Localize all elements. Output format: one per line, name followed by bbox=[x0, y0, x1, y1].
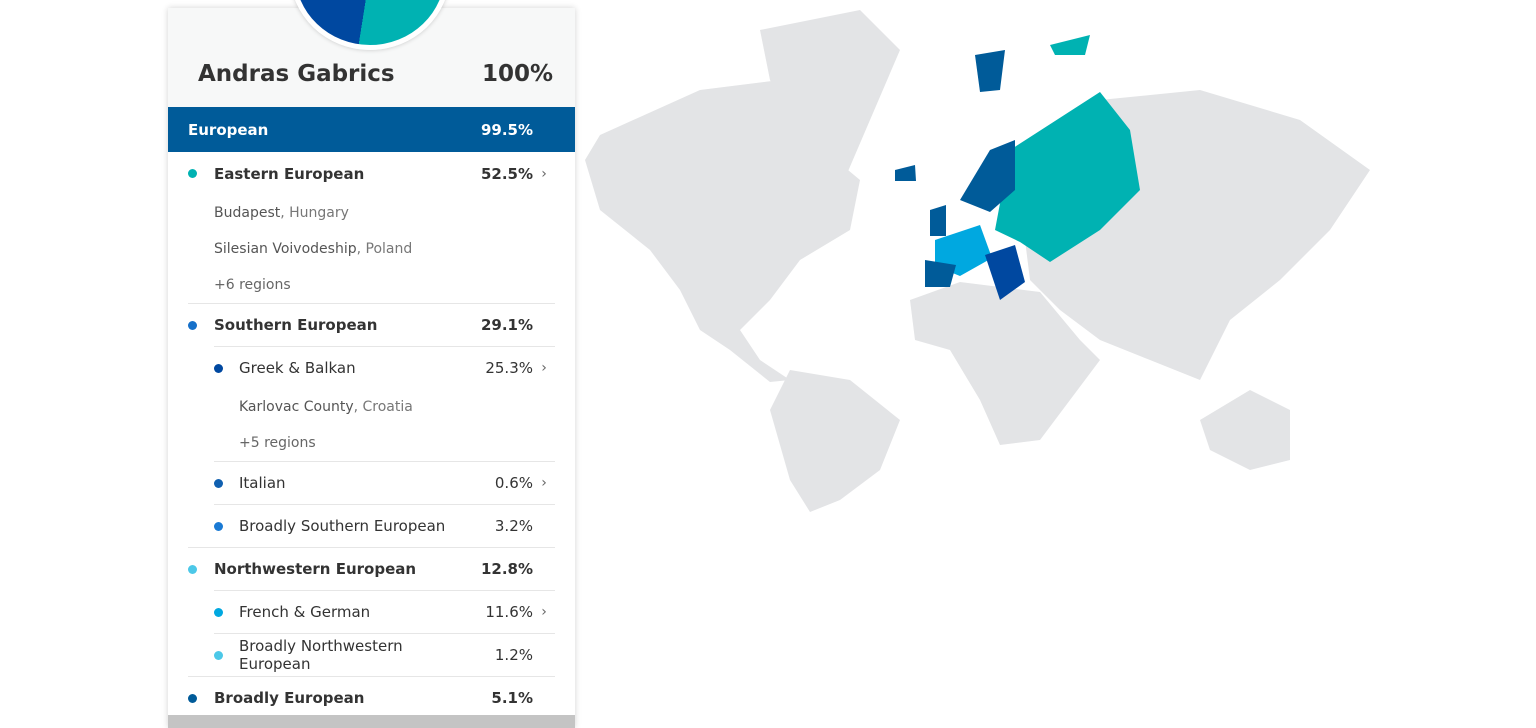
color-dot bbox=[188, 169, 197, 178]
color-dot bbox=[214, 521, 223, 531]
ethnicity-pct: 3.2% bbox=[494, 517, 533, 535]
color-dot bbox=[214, 363, 223, 373]
ethnicity-label: Southern European bbox=[214, 316, 378, 334]
ethnicity-row[interactable]: Eastern European 52.5% › bbox=[188, 152, 555, 195]
region-place: Karlovac County bbox=[239, 399, 354, 415]
ethnicity-row[interactable]: Greek & Balkan 25.3% › bbox=[214, 346, 555, 389]
ethnicity-pct: 5.1% bbox=[491, 689, 533, 707]
ethnicity-pct: 52.5% bbox=[480, 164, 533, 183]
ethnicity-pct: 25.3% bbox=[485, 359, 533, 377]
chevron-right-icon[interactable]: › bbox=[541, 604, 547, 620]
ethnicity-label: Broadly European bbox=[214, 689, 365, 707]
color-dot bbox=[188, 564, 197, 574]
ethnicity-label: Italian bbox=[239, 474, 286, 492]
ethnicity-row: Broadly Southern European 3.2% bbox=[214, 504, 555, 547]
color-dot bbox=[188, 693, 197, 703]
chevron-right-icon[interactable]: › bbox=[541, 165, 547, 182]
ethnicity-label: Broadly Southern European bbox=[239, 517, 446, 535]
map-south-america bbox=[770, 370, 900, 512]
region-country: , Croatia bbox=[353, 399, 413, 415]
map-franz-josef bbox=[1050, 35, 1090, 55]
color-dot bbox=[214, 607, 223, 617]
color-dot bbox=[214, 478, 223, 488]
map-central-europe bbox=[935, 225, 992, 276]
map-uk bbox=[930, 205, 946, 236]
ethnicity-row: Broadly European 5.1% bbox=[188, 676, 555, 719]
european-header[interactable]: European 99.5% bbox=[168, 107, 575, 152]
ethnicity-label: Eastern European bbox=[214, 164, 365, 183]
map-svalbard bbox=[975, 50, 1005, 92]
ethnicity-pct: 12.8% bbox=[480, 560, 533, 578]
ancestry-panel: Andras Gabrics 100% European 99.5% Easte… bbox=[168, 0, 575, 728]
ethnicity-row: Southern European 29.1% bbox=[188, 303, 555, 346]
ethnicity-label: French & German bbox=[239, 603, 371, 621]
more-regions-link[interactable]: +5 regions bbox=[239, 435, 316, 451]
ethnicity-pct: 29.1% bbox=[480, 316, 533, 334]
chevron-right-icon[interactable]: › bbox=[541, 360, 547, 376]
profile-total: 100% bbox=[481, 61, 553, 87]
map-russia bbox=[995, 92, 1140, 262]
ethnicity-pct: 0.6% bbox=[494, 474, 533, 492]
profile-header: Andras Gabrics 100% bbox=[168, 8, 575, 107]
profile-name: Andras Gabrics bbox=[198, 61, 395, 87]
chevron-right-icon[interactable]: › bbox=[541, 475, 547, 491]
ethnicity-label: Greek & Balkan bbox=[239, 359, 356, 377]
color-dot bbox=[188, 320, 197, 330]
ethnicity-row: Northwestern European 12.8% bbox=[188, 547, 555, 590]
map-iberia bbox=[925, 260, 956, 287]
european-label: European bbox=[188, 120, 269, 139]
map-scandinavia bbox=[960, 140, 1015, 212]
world-map[interactable] bbox=[560, 0, 1536, 728]
european-pct: 99.5% bbox=[480, 120, 533, 139]
ethnicity-list: Eastern European 52.5% › Budapest, Hungar… bbox=[168, 152, 575, 719]
region-country: , Poland bbox=[356, 241, 413, 257]
ethnicity-label: Northwestern European bbox=[214, 560, 417, 578]
more-regions-link[interactable]: +6 regions bbox=[214, 277, 291, 293]
ethnicity-row[interactable]: Italian 0.6% › bbox=[214, 461, 555, 504]
map-australia bbox=[1200, 390, 1290, 470]
region-place: Budapest bbox=[214, 205, 281, 221]
map-north-america bbox=[585, 80, 860, 382]
region-item[interactable]: Silesian Voivodeship, Poland bbox=[168, 231, 575, 267]
ethnicity-row: Broadly Northwestern European 1.2% bbox=[214, 633, 555, 676]
ethnicity-label: Broadly Northwestern European bbox=[239, 637, 403, 673]
map-africa bbox=[910, 282, 1100, 445]
region-place: Silesian Voivodeship bbox=[214, 241, 357, 257]
ethnicity-row[interactable]: French & German 11.6% › bbox=[214, 590, 555, 633]
ethnicity-pct: 11.6% bbox=[485, 603, 533, 621]
map-greenland bbox=[760, 10, 900, 190]
map-iceland bbox=[895, 165, 916, 181]
region-item[interactable]: Karlovac County, Croatia bbox=[168, 389, 575, 425]
ethnicity-pct: 1.2% bbox=[494, 646, 533, 664]
region-item[interactable]: Budapest, Hungary bbox=[168, 195, 575, 231]
color-dot bbox=[214, 650, 223, 660]
map-balkans bbox=[985, 245, 1025, 300]
region-country: , Hungary bbox=[280, 205, 349, 221]
panel-footer bbox=[168, 715, 575, 728]
